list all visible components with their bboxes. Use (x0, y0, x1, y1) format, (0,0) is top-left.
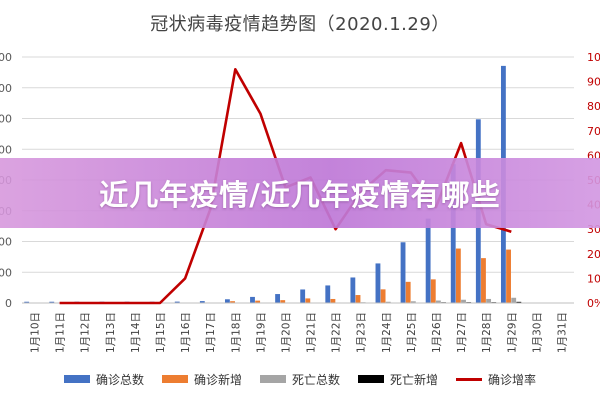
banner-text: 近几年疫情/近几年疫情有哪些 (99, 178, 501, 212)
legend-swatch (456, 377, 483, 381)
legend-label: 确诊增率 (488, 372, 537, 387)
overlay-banner[interactable]: 近几年疫情/近几年疫情有哪些 (0, 158, 600, 228)
bar-2 (255, 300, 261, 303)
left-tick-label: 0 (5, 297, 12, 310)
bar-2 (355, 295, 361, 303)
chart-legend: 确诊总数 确诊新增 死亡总数 死亡新增 确诊增率 (0, 368, 600, 390)
x-tick-label: 1月13日 (105, 312, 117, 353)
bar-3 (385, 301, 391, 303)
legend-item: 死亡新增 (358, 368, 438, 390)
legend-swatch (358, 375, 384, 383)
x-tick-label: 1月14日 (130, 312, 142, 353)
bar-1 (275, 294, 281, 303)
left-tick-label: 00 (0, 113, 12, 126)
bar-1 (350, 277, 356, 303)
x-tick-label: 1月22日 (331, 312, 343, 353)
bar-1 (174, 301, 180, 303)
legend-item: 确诊总数 (63, 368, 144, 390)
legend-label: 死亡总数 (291, 372, 340, 387)
x-tick-label: 1月20日 (280, 312, 292, 353)
left-tick-label: 00 (0, 82, 12, 95)
legend-label: 确诊总数 (95, 372, 144, 387)
legend-label: 死亡新增 (390, 372, 439, 387)
bar-2 (230, 301, 235, 303)
bar-1 (49, 301, 55, 303)
bar-2 (380, 289, 386, 303)
bar-4 (516, 301, 522, 303)
chart-title: 冠状病毒疫情趋势图（2020.1.29） (150, 14, 450, 35)
x-tick-label: 1月25日 (406, 312, 418, 353)
bar-3 (410, 301, 416, 303)
left-tick-label: 00 (0, 51, 12, 64)
right-tick-label: 80% (587, 100, 600, 113)
bar-2 (280, 300, 286, 303)
bar-2 (330, 298, 336, 303)
legend-swatch (63, 375, 90, 383)
bar-1 (325, 285, 331, 303)
x-tick-label: 1月15日 (155, 312, 167, 353)
right-tick-label: 10% (587, 272, 600, 285)
bar-1 (425, 218, 431, 303)
bar-3 (511, 297, 517, 303)
left-tick-label: 00 (0, 236, 12, 249)
x-tick-label: 1月19日 (255, 312, 267, 353)
bar-2 (455, 248, 461, 303)
bar-3 (436, 300, 441, 303)
x-tick-label: 1月31日 (556, 312, 568, 353)
right-tick-label: 10 (587, 51, 600, 64)
bar-1 (400, 242, 406, 303)
bar-2 (506, 249, 511, 303)
bar-2 (481, 258, 486, 303)
left-tick-label: 00 (0, 266, 12, 279)
x-tick-label: 1月18日 (230, 312, 242, 353)
x-tick-label: 1月28日 (481, 312, 493, 353)
legend-item: 死亡总数 (259, 368, 340, 390)
x-tick-label: 1月29日 (506, 312, 518, 353)
legend-item: 确诊新增 (161, 368, 242, 390)
legend-swatch (161, 375, 188, 383)
bar-1 (450, 164, 456, 303)
x-tick-label: 1月23日 (356, 312, 368, 353)
x-tick-label: 1月27日 (456, 312, 468, 353)
x-tick-label: 1月11日 (55, 312, 67, 353)
bar-3 (461, 299, 466, 303)
x-tick-label: 1月30日 (531, 312, 543, 353)
right-tick-label: 70% (587, 125, 600, 138)
x-tick-label: 1月21日 (306, 312, 318, 353)
bar-2 (405, 281, 411, 303)
x-tick-label: 1月12日 (80, 312, 92, 353)
right-tick-label: 90% (587, 76, 600, 89)
bar-1 (224, 299, 230, 303)
right-tick-label: 20% (587, 248, 600, 261)
legend-label: 确诊新增 (193, 372, 242, 387)
bar-1 (250, 296, 255, 303)
bar-1 (199, 301, 205, 303)
left-tick-label: 00 (0, 143, 12, 156)
bar-3 (486, 298, 492, 303)
x-tick-label: 1月26日 (431, 312, 443, 353)
legend-swatch (259, 375, 286, 383)
right-tick-label: 0% (587, 297, 600, 310)
legend-item: 确诊增率 (456, 368, 536, 390)
x-tick-label: 1月17日 (205, 312, 217, 353)
x-tick-label: 1月16日 (180, 312, 192, 353)
bar-1 (300, 289, 306, 303)
x-tick-label: 1月10日 (30, 312, 42, 353)
bar-2 (305, 298, 311, 303)
bar-1 (24, 301, 30, 303)
x-tick-label: 1月24日 (381, 312, 393, 353)
bar-2 (430, 279, 436, 303)
bar-1 (375, 263, 381, 303)
